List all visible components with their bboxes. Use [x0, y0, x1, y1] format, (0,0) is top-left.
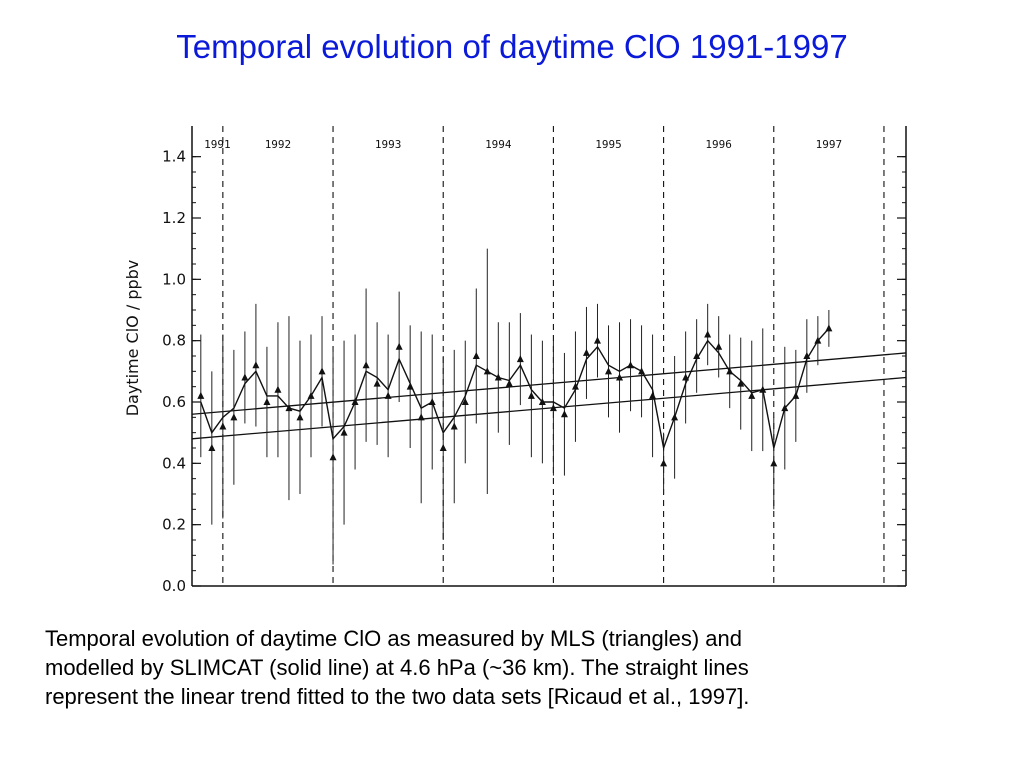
mls-triangle-point: [605, 367, 612, 375]
mls-triangle-point: [715, 342, 723, 350]
mls-triangle-point: [450, 422, 458, 430]
mls-triangle-point: [549, 404, 557, 412]
mls-triangle-point: [593, 336, 601, 344]
mls-triangle-point: [252, 361, 260, 369]
mls-triangle-point: [660, 459, 668, 467]
mls-triangle-point: [384, 391, 392, 399]
y-tick-label: 1.2: [162, 209, 186, 227]
y-axis-title: Daytime ClO / ppbv: [123, 260, 142, 417]
mls-triangle-point: [505, 379, 513, 387]
clo-time-series-chart: 0.00.20.40.60.81.01.21.4 1991 1992 1993 199…: [123, 126, 907, 595]
mls-triangle-point: [329, 453, 337, 461]
mls-triangle-point: [737, 379, 745, 387]
year-label: 1991: [204, 138, 231, 151]
y-tick-label: 1.4: [162, 148, 186, 166]
y-axis: 0.0 0.2 0.4 0.6 0.8 1.0 1.2 1.4: [162, 148, 906, 595]
mls-triangle-point: [748, 391, 756, 399]
mls-triangle-point: [373, 379, 381, 387]
mls-triangle-point: [274, 385, 282, 393]
figure-caption: Temporal evolution of daytime ClO as mea…: [45, 624, 985, 711]
mls-triangle-point: [362, 361, 370, 369]
trend-lines: [191, 352, 907, 440]
mls-triangle-point: [472, 352, 480, 359]
year-label: 1993: [375, 138, 402, 151]
year-labels: 1991 1992 1993 1994 1995 1996 1997: [204, 138, 842, 151]
year-label: 1995: [595, 138, 622, 151]
mls-triangle-point: [263, 398, 271, 405]
y-tick-label: 1.0: [162, 270, 186, 288]
mls-triangle-point: [296, 413, 304, 421]
mls-triangle-point: [219, 422, 227, 430]
mls-triangle-point: [241, 373, 249, 381]
mls-triangle-point: [560, 410, 568, 418]
mls-triangle-point: [417, 413, 425, 421]
mls-triangle-point: [439, 444, 447, 451]
mls-triangle-point: [571, 382, 579, 390]
mls-triangle-point: [616, 373, 624, 381]
y-tick-label: 0.4: [162, 454, 186, 472]
caption-line: modelled by SLIMCAT (solid line) at 4.6 …: [45, 655, 749, 680]
plot-frame: [191, 126, 907, 587]
y-tick-label: 0.2: [162, 516, 186, 534]
mls-triangle-point: [208, 444, 216, 451]
year-label: 1994: [485, 138, 512, 151]
caption-line: Temporal evolution of daytime ClO as mea…: [45, 626, 742, 651]
mls-triangle-point: [318, 367, 326, 375]
mls-triangle-point: [770, 459, 778, 467]
caption-line: represent the linear trend fitted to the…: [45, 684, 750, 709]
mls-triangle-point: [395, 342, 403, 350]
mls-triangle-point: [340, 428, 348, 436]
mls-triangle-point: [461, 398, 469, 405]
slimcat-model-line: [200, 327, 830, 451]
year-label: 1996: [705, 138, 732, 151]
data-series: [197, 248, 833, 565]
y-tick-label: 0.8: [162, 332, 186, 350]
year-label: 1992: [265, 138, 292, 151]
mls-triangle-point: [704, 330, 712, 338]
mls-triangle-point: [197, 391, 205, 399]
mls-triangle-point: [230, 413, 238, 421]
mls-triangle-point: [527, 391, 535, 399]
page-title: Temporal evolution of daytime ClO 1991-1…: [176, 28, 848, 65]
year-label: 1997: [816, 138, 843, 151]
mls-triangle-point: [516, 355, 524, 363]
mls-triangle-point: [582, 348, 590, 356]
y-tick-label: 0.0: [162, 577, 186, 595]
y-tick-label: 0.6: [162, 393, 186, 411]
